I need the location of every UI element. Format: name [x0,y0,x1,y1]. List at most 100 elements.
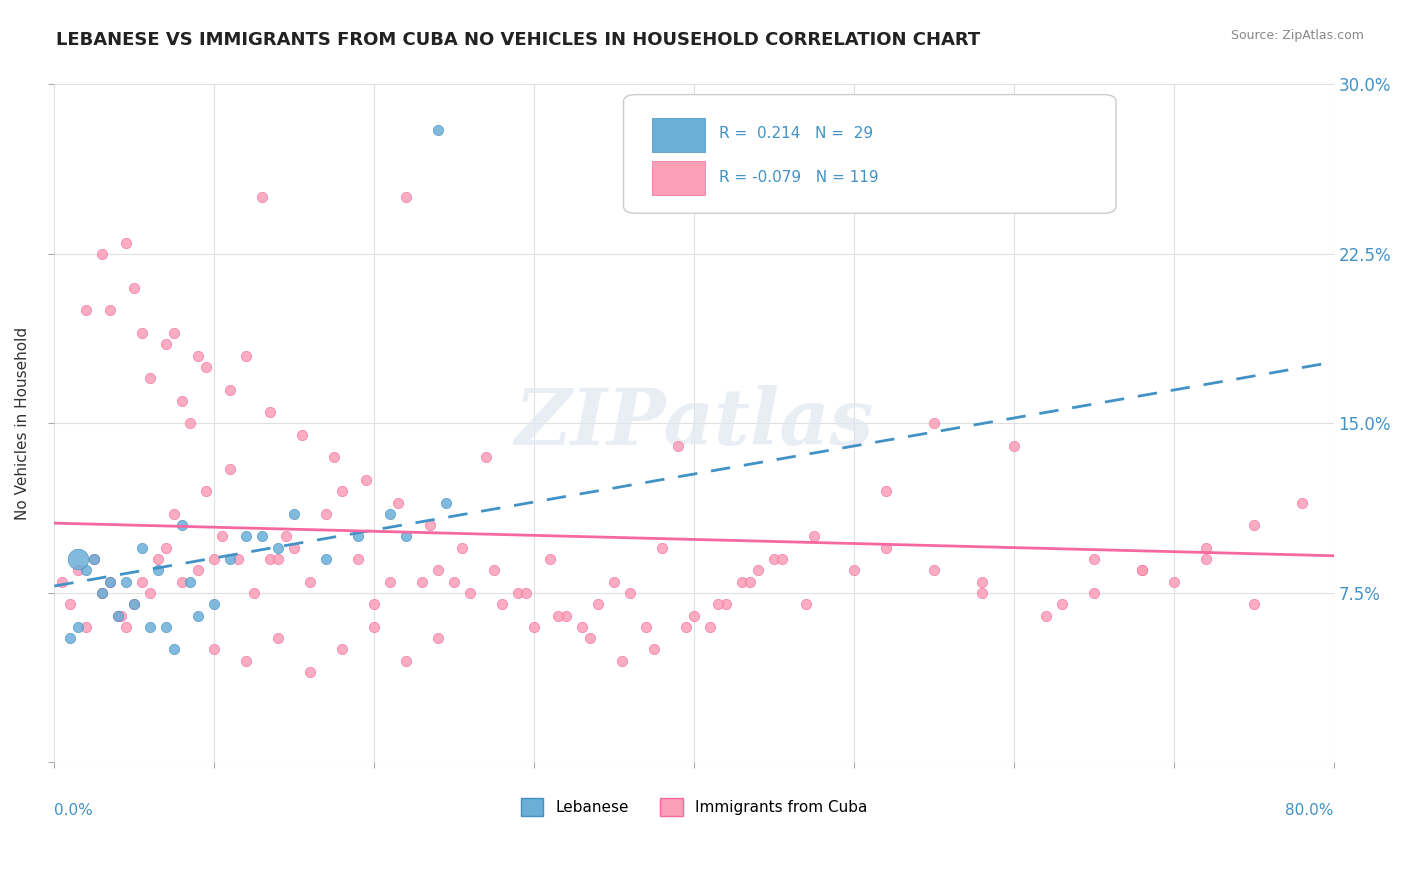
Point [1163,574,1185,589]
Point [163,507,186,521]
Point [83,552,105,566]
Point [98,303,121,318]
Text: 0.0%: 0.0% [55,803,93,818]
Point [330,642,353,657]
Point [172,518,194,533]
Point [98,574,121,589]
Point [202,642,225,657]
Point [323,450,346,465]
Point [250,190,273,204]
Point [211,529,233,543]
Point [98,574,121,589]
Point [475,450,498,465]
Point [187,349,209,363]
Point [634,620,657,634]
Point [155,620,177,634]
Point [842,563,865,577]
Point [714,597,737,611]
Point [922,563,945,577]
Point [163,642,186,657]
Point [738,574,761,589]
Point [131,326,153,340]
Point [970,574,993,589]
Point [770,552,793,566]
Point [579,631,602,645]
Point [276,529,298,543]
Point [83,552,105,566]
Point [555,608,578,623]
Point [794,597,817,611]
Point [747,563,769,577]
Point [131,541,153,555]
Point [619,586,641,600]
Point [643,642,665,657]
Point [803,529,825,543]
Point [67,552,90,566]
Point [683,608,706,623]
Point [110,608,132,623]
Point [451,541,474,555]
Point [107,608,129,623]
Y-axis label: No Vehicles in Household: No Vehicles in Household [15,326,30,520]
Point [458,586,481,600]
Point [195,484,218,499]
Point [1194,552,1216,566]
Point [1083,586,1105,600]
Point [699,620,721,634]
Point [395,654,418,668]
Point [139,371,162,385]
FancyBboxPatch shape [623,95,1116,213]
Point [491,597,513,611]
Point [195,359,218,374]
Point [148,563,170,577]
Point [267,541,290,555]
Point [139,620,162,634]
Point [75,563,97,577]
Point [395,190,418,204]
Point [122,597,145,611]
Point [131,574,153,589]
Point [267,631,290,645]
Point [283,541,305,555]
Point [354,473,377,487]
Point [122,597,145,611]
Point [571,620,593,634]
Point [259,405,281,419]
Point [875,484,897,499]
Point [75,303,97,318]
Point [427,563,450,577]
Point [291,427,314,442]
Point [299,574,322,589]
Point [395,529,418,543]
Point [202,597,225,611]
Point [172,393,194,408]
Point [1035,608,1057,623]
Point [330,484,353,499]
Point [707,597,730,611]
Point [586,597,609,611]
Point [675,620,697,634]
Point [387,495,409,509]
Point [51,574,73,589]
Point [315,552,337,566]
Point [155,541,177,555]
FancyBboxPatch shape [652,161,706,195]
Point [875,541,897,555]
Point [411,574,433,589]
Point [59,631,82,645]
Point [610,654,633,668]
Text: LEBANESE VS IMMIGRANTS FROM CUBA NO VEHICLES IN HOUSEHOLD CORRELATION CHART: LEBANESE VS IMMIGRANTS FROM CUBA NO VEHI… [56,31,980,49]
Point [187,563,209,577]
Point [523,620,546,634]
Point [1083,552,1105,566]
Point [67,563,90,577]
Point [91,247,114,261]
Point [59,597,82,611]
Point [179,574,201,589]
Point [67,620,90,634]
Point [1050,597,1073,611]
Text: R = -0.079   N = 119: R = -0.079 N = 119 [720,169,879,185]
Point [434,495,457,509]
Point [139,586,162,600]
Point [515,586,537,600]
